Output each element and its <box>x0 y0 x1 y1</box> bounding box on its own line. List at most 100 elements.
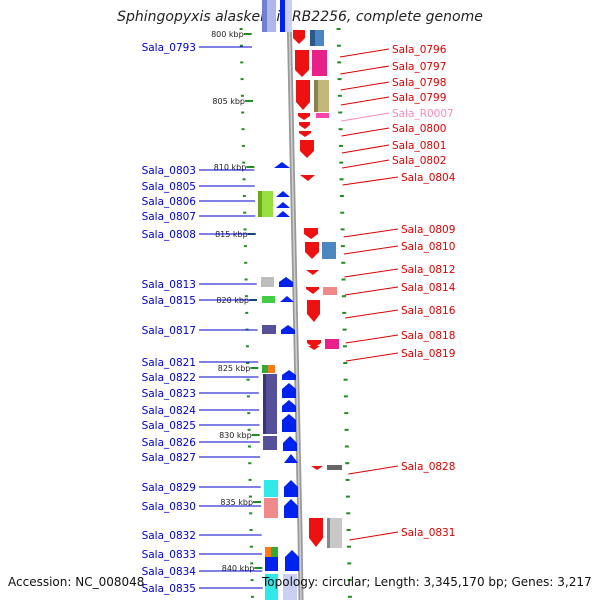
axis-tick <box>242 195 246 197</box>
kbp-label: 800 kbp <box>211 30 244 39</box>
gene-label-left[interactable]: Sala_0823 <box>142 388 196 400</box>
leader-line <box>342 176 399 186</box>
gene-block <box>265 557 278 571</box>
gene-label-right[interactable]: Sala_0816 <box>401 305 456 317</box>
gene-label-right[interactable]: Sala_0796 <box>392 44 447 56</box>
gene-label-left[interactable]: Sala_0826 <box>142 437 197 449</box>
forward-gene-arrow <box>282 383 296 398</box>
axis-tick <box>346 529 351 531</box>
axis-tick <box>344 445 349 448</box>
forward-gene-arrow <box>282 414 296 432</box>
axis-tick <box>243 228 247 231</box>
forward-gene-arrow <box>282 400 296 412</box>
gene-label-left[interactable]: Sala_0827 <box>142 452 196 464</box>
leader-line <box>341 127 390 137</box>
gene-label-right[interactable]: Sala_0802 <box>392 155 446 167</box>
axis-tick <box>247 445 251 448</box>
gene-label-left[interactable]: Sala_0834 <box>142 566 197 578</box>
leader-line <box>344 268 399 278</box>
gene-block <box>263 374 266 434</box>
gene-label-left[interactable]: Sala_0806 <box>142 196 197 208</box>
gene-block <box>265 547 271 557</box>
axis-tick <box>343 378 348 381</box>
kbp-tick <box>254 567 263 569</box>
gene-label-left[interactable]: Sala_0833 <box>142 549 196 561</box>
gene-label-left[interactable]: Sala_0832 <box>142 530 196 542</box>
gene-label-right[interactable]: Sala_0831 <box>401 527 455 539</box>
leader-line <box>342 159 390 169</box>
reverse-gene-arrow <box>300 140 314 158</box>
reverse-gene-arrow <box>307 300 320 322</box>
gene-block <box>323 287 337 295</box>
gene-block <box>280 0 285 32</box>
kbp-label: 825 kbp <box>218 364 251 373</box>
axis-tick <box>346 545 351 548</box>
gene-label-left[interactable]: Sala_0822 <box>142 372 196 384</box>
gene-label-right[interactable]: Sala_0800 <box>392 123 446 135</box>
axis-tick <box>347 562 352 565</box>
kbp-label: 835 kbp <box>220 498 253 507</box>
gene-label-left[interactable]: Sala_0805 <box>142 181 196 193</box>
gene-block <box>262 296 275 303</box>
gene-label-right[interactable]: Sala_0818 <box>401 330 455 342</box>
axis-tick <box>345 462 350 465</box>
forward-gene-arrow <box>274 162 290 168</box>
kbp-label: 805 kbp <box>212 97 245 106</box>
axis-tick <box>343 362 348 364</box>
gene-label-left[interactable]: Sala_0824 <box>142 405 197 417</box>
forward-gene-arrow <box>285 550 299 571</box>
gene-block <box>261 277 274 287</box>
gene-block <box>262 365 268 373</box>
axis-tick <box>242 178 246 181</box>
leader-line <box>340 96 390 106</box>
axis-tick <box>250 595 254 598</box>
reverse-gene-arrow <box>293 30 305 44</box>
gene-label-right[interactable]: Sala_0812 <box>401 264 455 276</box>
leader-line <box>340 81 390 91</box>
gene-label-right[interactable]: Sala_0814 <box>401 282 456 294</box>
gene-label-left[interactable]: Sala_0835 <box>142 583 196 595</box>
gene-label-right[interactable]: Sala_0828 <box>401 461 455 473</box>
axis-tick <box>344 428 349 431</box>
gene-label-right[interactable]: Sala_0819 <box>401 348 455 360</box>
forward-gene-arrow <box>279 277 293 287</box>
axis-tick <box>247 428 251 431</box>
axis-tick <box>336 44 341 47</box>
gene-label-right[interactable]: Sala_0798 <box>392 77 446 89</box>
gene-label-right[interactable]: Sala_0804 <box>401 172 456 184</box>
gene-label-left[interactable]: Sala_0821 <box>142 357 196 369</box>
gene-label-left[interactable]: Sala_0803 <box>142 165 196 177</box>
axis-tick <box>246 395 250 398</box>
reverse-gene-arrow <box>299 122 310 129</box>
axis-tick <box>345 478 350 481</box>
gene-label-right[interactable]: Sala_0801 <box>392 140 446 152</box>
gene-label-right[interactable]: Sala_0797 <box>392 61 446 73</box>
axis-tick <box>339 161 344 164</box>
gene-label-left[interactable]: Sala_0813 <box>142 279 196 291</box>
gene-label-left[interactable]: Sala_0830 <box>142 501 196 513</box>
gene-block <box>268 365 275 373</box>
gene-label-right[interactable]: Sala_0799 <box>392 92 446 104</box>
gene-label-left[interactable]: Sala_0793 <box>142 42 196 54</box>
left-gene-labels: Sala_0793 Sala_0803 Sala_0805 Sala_0806 Sala… <box>142 42 263 595</box>
axis-tick <box>338 128 343 131</box>
gene-block <box>310 30 315 46</box>
gene-label-left[interactable]: Sala_0808 <box>142 229 196 241</box>
reverse-gene-arrow <box>298 113 310 120</box>
axis-tick <box>336 28 341 30</box>
gene-label-right[interactable]: Sala_0810 <box>401 241 455 253</box>
gene-label-left[interactable]: Sala_0825 <box>142 420 196 432</box>
gene-label-left[interactable]: Sala_0807 <box>142 211 196 223</box>
gene-label-right[interactable]: Sala_R0007 <box>392 108 454 120</box>
gene-label-left[interactable]: Sala_0829 <box>142 482 196 494</box>
forward-gene-arrow <box>276 211 290 217</box>
gene-block <box>327 465 342 470</box>
leader-line <box>343 228 399 238</box>
gene-label-left[interactable]: Sala_0815 <box>142 295 196 307</box>
axis-tick <box>342 328 347 331</box>
axis-tick <box>248 495 252 498</box>
gene-label-left[interactable]: Sala_0817 <box>142 325 196 337</box>
gene-label-right[interactable]: Sala_0809 <box>401 224 455 236</box>
